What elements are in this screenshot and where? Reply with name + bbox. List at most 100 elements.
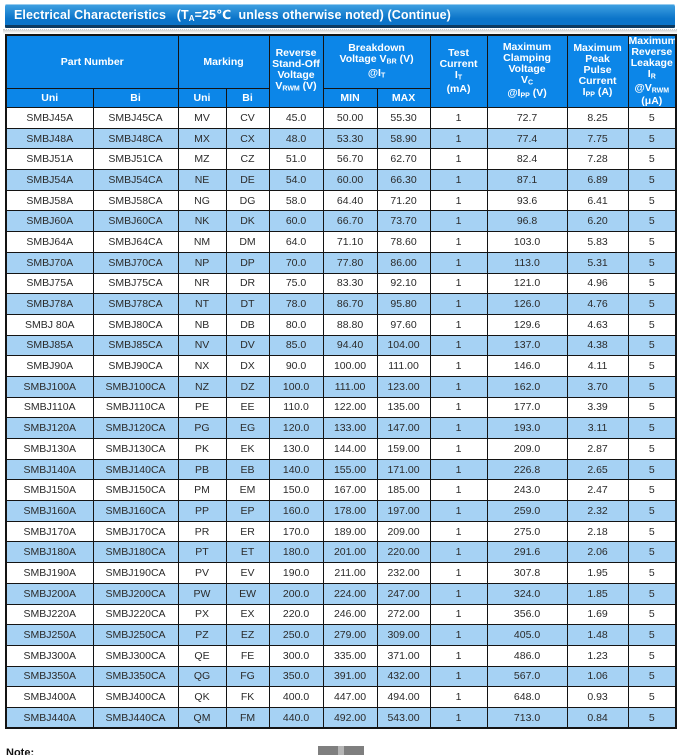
- table-cell: 5: [627, 644, 677, 667]
- table-cell: 209.0: [486, 438, 568, 460]
- table-cell: 5: [627, 686, 677, 708]
- table-cell: 60.0: [268, 210, 324, 233]
- table-row: SMBJ70A SMBJ70CA NP DP 70.0 77.80 86.00 1 113.0 5…: [5, 251, 677, 274]
- table-cell: SMBJ100CA: [92, 375, 179, 398]
- table-body: SMBJ45A SMBJ45CA MV CV 45.0 50.00 55.30 1 72.7 8.…: [5, 107, 677, 729]
- title-bar-shadow: [3, 29, 677, 34]
- table-cell: 309.00: [376, 624, 431, 646]
- table-cell: SMBJ120CA: [92, 417, 179, 439]
- table-cell: QE: [177, 644, 227, 667]
- scrollbar-thumb[interactable]: [318, 746, 364, 755]
- table-row: SMBJ400A SMBJ400CA QK FK 400.0 447.00 494.00 1 6…: [5, 686, 677, 708]
- table-row: SMBJ54A SMBJ54CA NE DE 54.0 60.00 66.30 1 87.1 6.…: [5, 169, 677, 191]
- table-cell: 1.06: [566, 665, 629, 688]
- table-row: SMBJ58A SMBJ58CA NG DG 58.0 64.40 71.20 1 93.6 6.…: [5, 189, 677, 212]
- table-row: SMBJ85A SMBJ85CA NV DV 85.0 94.40 104.00 1 137.0…: [5, 334, 677, 357]
- table-cell: 1: [429, 313, 488, 336]
- table-cell: 88.80: [322, 313, 378, 336]
- table-cell: 1.69: [566, 603, 629, 626]
- table-cell: 87.1: [486, 169, 568, 191]
- table-cell: 1: [429, 706, 488, 729]
- table-cell: 53.30: [322, 127, 378, 150]
- table-row: SMBJ51A SMBJ51CA MZ CZ 51.0 56.70 62.70 1 82.4 7.…: [5, 148, 677, 171]
- table-cell: 147.00: [376, 417, 431, 439]
- table-cell: 0.93: [566, 686, 629, 708]
- table-cell: 1: [429, 210, 488, 233]
- table-cell: 72.7: [486, 107, 568, 129]
- table-cell: 4.96: [566, 272, 629, 295]
- table-cell: NG: [177, 189, 227, 212]
- table-row: SMBJ64A SMBJ64CA NM DM 64.0 71.10 78.60 1 103.0 5…: [5, 231, 677, 253]
- table-cell: 133.00: [322, 417, 378, 439]
- table-cell: EM: [225, 479, 270, 502]
- table-row: SMBJ130A SMBJ130CA PK EK 130.0 144.00 159.00 1 2…: [5, 438, 677, 460]
- table-cell: 51.0: [268, 148, 324, 171]
- table-cell: PB: [177, 458, 227, 481]
- table-row: SMBJ140A SMBJ140CA PB EB 140.0 155.00 171.00 1 2…: [5, 458, 677, 481]
- table-cell: 121.0: [486, 272, 568, 295]
- table-cell: 1: [429, 107, 488, 129]
- table-cell: EK: [225, 438, 270, 460]
- table-cell: SMBJ78A: [5, 293, 94, 315]
- table-cell: 75.0: [268, 272, 324, 295]
- table-cell: 1: [429, 624, 488, 646]
- table-cell: NV: [177, 334, 227, 357]
- table-cell: EG: [225, 417, 270, 439]
- header-max-clamping-voltage: Maximum Clamping Voltage VC @IPP (V): [486, 34, 568, 108]
- table-cell: 86.70: [322, 293, 378, 315]
- table-cell: 85.0: [268, 334, 324, 357]
- table-cell: 129.6: [486, 313, 568, 336]
- table-cell: SMBJ85A: [5, 334, 94, 357]
- table-cell: FE: [225, 644, 270, 667]
- table-cell: 180.0: [268, 541, 324, 564]
- table-row: SMBJ220A SMBJ220CA PX EX 220.0 246.00 272.00 1 3…: [5, 603, 677, 626]
- table-cell: 126.0: [486, 293, 568, 315]
- table-row: SMBJ 80A SMBJ80CA NB DB 80.0 88.80 97.60 1 129.6…: [5, 313, 677, 336]
- table-cell: SMBJ170A: [5, 520, 94, 543]
- table-cell: 93.6: [486, 189, 568, 212]
- table-cell: 73.70: [376, 210, 431, 233]
- table-cell: SMBJ75CA: [92, 272, 179, 295]
- table-cell: PK: [177, 438, 227, 460]
- table-cell: 209.00: [376, 520, 431, 543]
- table-cell: 1: [429, 686, 488, 708]
- subheader-max: MAX: [376, 88, 431, 108]
- table-cell: SMBJ60CA: [92, 210, 179, 233]
- table-cell: NT: [177, 293, 227, 315]
- table-cell: 259.0: [486, 500, 568, 522]
- table-cell: DT: [225, 293, 270, 315]
- table-cell: 486.0: [486, 644, 568, 667]
- table-cell: 232.00: [376, 562, 431, 584]
- table-cell: 197.00: [376, 500, 431, 522]
- table-cell: 135.00: [376, 396, 431, 419]
- table-row: SMBJ250A SMBJ250CA PZ EZ 250.0 279.00 309.00 1 4…: [5, 624, 677, 646]
- table-cell: SMBJ350A: [5, 665, 94, 688]
- table-cell: 335.00: [322, 644, 378, 667]
- table-cell: 64.40: [322, 189, 378, 212]
- table-cell: PZ: [177, 624, 227, 646]
- table-cell: 123.00: [376, 375, 431, 398]
- table-cell: 83.30: [322, 272, 378, 295]
- table-cell: SMBJ90CA: [92, 355, 179, 377]
- table-cell: 5.31: [566, 251, 629, 274]
- table-cell: 8.25: [566, 107, 629, 129]
- table-cell: 185.00: [376, 479, 431, 502]
- table-cell: 1: [429, 665, 488, 688]
- table-cell: SMBJ45CA: [92, 107, 179, 129]
- table-cell: 1: [429, 189, 488, 212]
- table-cell: PE: [177, 396, 227, 419]
- table-cell: SMBJ130CA: [92, 438, 179, 460]
- table-cell: CX: [225, 127, 270, 150]
- table-cell: 250.0: [268, 624, 324, 646]
- table-row: SMBJ90A SMBJ90CA NX DX 90.0 100.00 111.00 1 146.…: [5, 355, 677, 377]
- table-cell: 100.00: [322, 355, 378, 377]
- table-cell: 94.40: [322, 334, 378, 357]
- table-cell: PV: [177, 562, 227, 584]
- table-cell: CZ: [225, 148, 270, 171]
- table-cell: 170.0: [268, 520, 324, 543]
- table-cell: 5: [627, 479, 677, 502]
- table-cell: 200.0: [268, 582, 324, 605]
- table-cell: 3.39: [566, 396, 629, 419]
- table-cell: 201.00: [322, 541, 378, 564]
